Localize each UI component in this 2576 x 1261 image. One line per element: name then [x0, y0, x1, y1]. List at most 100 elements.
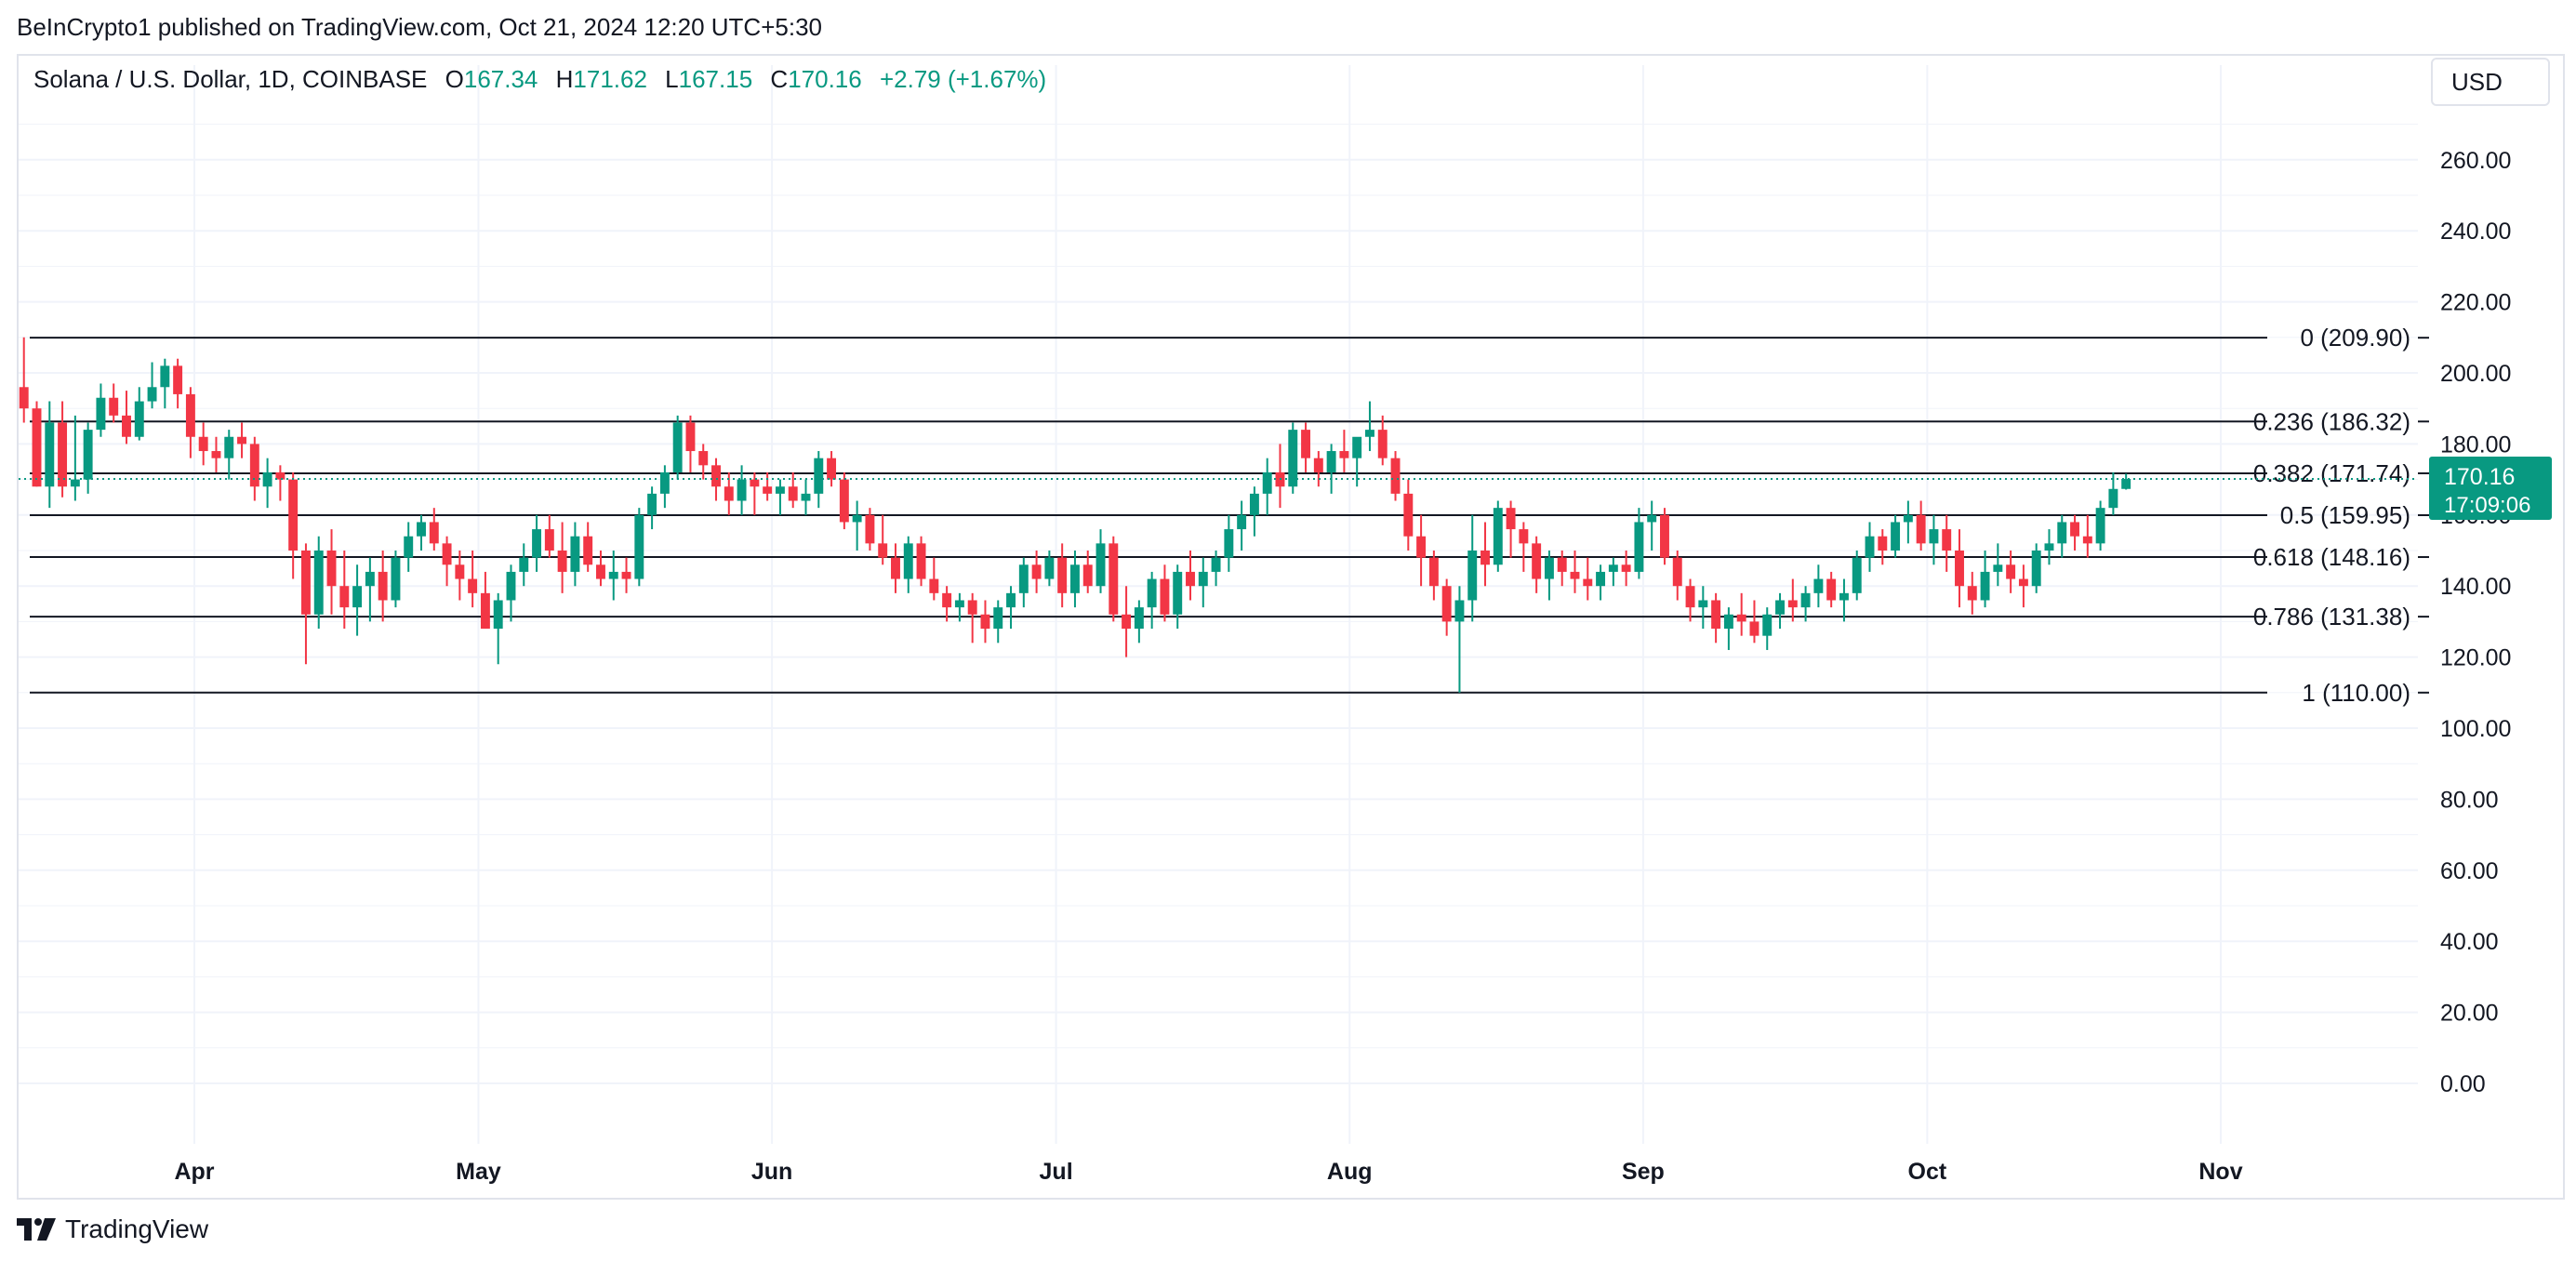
candle	[249, 436, 259, 501]
candle-body	[1672, 557, 1682, 587]
candle	[1775, 592, 1785, 630]
candle-body	[185, 393, 195, 437]
candle-body	[224, 436, 234, 458]
candle	[404, 522, 414, 572]
candle-body	[724, 486, 734, 501]
candles	[19, 337, 2131, 693]
candle	[83, 422, 93, 494]
candle	[1301, 422, 1311, 472]
candle-body	[827, 458, 837, 480]
tradingview-brand[interactable]: TradingView	[17, 1215, 208, 1244]
candle-body	[1134, 607, 1144, 630]
candle-body	[2095, 508, 2105, 544]
candle-body	[1583, 578, 1593, 587]
candle	[967, 592, 977, 644]
candle-body	[1685, 586, 1695, 608]
candle	[1224, 514, 1234, 572]
candle-body	[2070, 522, 2080, 537]
candle-body	[493, 600, 503, 630]
candle-body	[1237, 514, 1247, 530]
candle	[878, 514, 888, 565]
candle-body	[1621, 564, 1631, 572]
candle-body	[1865, 536, 1875, 558]
candle-body	[19, 387, 29, 409]
candle	[224, 430, 234, 480]
candle-body	[1147, 578, 1157, 608]
candle	[1519, 522, 1529, 572]
candle	[954, 592, 964, 622]
candle-body	[1160, 578, 1170, 615]
candle	[352, 564, 363, 636]
candle	[109, 383, 119, 423]
candle-body	[109, 397, 119, 416]
candle	[1787, 578, 1798, 622]
candle-body	[647, 493, 657, 515]
candle	[750, 471, 760, 515]
low-value: 167.15	[678, 65, 753, 93]
candle	[1878, 529, 1888, 565]
candle	[32, 401, 42, 487]
fib-level-label: 0.236 (186.32)	[2253, 407, 2410, 435]
candle	[326, 529, 337, 615]
candle-body	[891, 557, 900, 579]
candle-body	[1852, 557, 1862, 593]
candle	[70, 415, 80, 501]
candle-body	[1544, 557, 1554, 579]
candle-body	[300, 551, 311, 615]
candle-body	[2044, 543, 2054, 551]
currency-button[interactable]: USD	[2431, 58, 2550, 106]
y-tick-label: 260.00	[2440, 148, 2511, 174]
candle	[1006, 586, 1016, 630]
candle	[173, 358, 183, 409]
candle	[1711, 592, 1721, 644]
candle-body	[1967, 586, 1977, 601]
y-tick-label: 60.00	[2440, 858, 2499, 884]
candle-body	[404, 536, 414, 558]
candle-body	[1109, 543, 1119, 615]
chart-frame[interactable]	[17, 54, 2565, 1200]
candle-body	[634, 514, 644, 579]
candle-body	[839, 479, 849, 523]
candle	[1621, 551, 1631, 587]
candle-body	[1749, 621, 1759, 636]
candle-body	[1186, 571, 1195, 587]
candle-body	[378, 571, 388, 601]
candle	[1352, 436, 1362, 487]
open-value: 167.34	[463, 65, 538, 93]
candle	[1736, 592, 1746, 636]
candle-body	[480, 592, 490, 630]
candle-body	[903, 543, 913, 579]
candle-body	[122, 415, 131, 437]
candle	[519, 543, 529, 587]
x-tick-label: Oct	[1908, 1159, 1947, 1185]
candle	[1249, 486, 1259, 537]
candle	[801, 479, 811, 515]
candle-body	[1787, 600, 1798, 608]
candle-body	[275, 471, 285, 480]
candle	[1685, 578, 1695, 622]
candle-body	[621, 571, 631, 579]
candle	[1441, 578, 1452, 636]
candle	[1467, 514, 1478, 622]
candle	[1800, 586, 1811, 622]
candle-body	[814, 458, 824, 494]
candle-body	[1800, 592, 1811, 608]
candle-body	[365, 571, 375, 587]
candle	[570, 522, 580, 587]
candle-body	[2057, 522, 2067, 544]
candle-body	[147, 387, 157, 402]
y-tick-label: 100.00	[2440, 716, 2511, 742]
candle-body	[1736, 614, 1746, 622]
x-tick-label: Jun	[751, 1159, 792, 1185]
candle-body	[557, 551, 567, 572]
candle	[1826, 571, 1837, 608]
candle	[634, 508, 644, 587]
candle	[417, 514, 426, 551]
candle-body	[1069, 564, 1080, 593]
candle	[596, 551, 605, 587]
close-label: C	[770, 65, 789, 93]
candle	[1762, 607, 1773, 650]
candle-body	[1403, 493, 1414, 537]
candle	[134, 387, 144, 441]
